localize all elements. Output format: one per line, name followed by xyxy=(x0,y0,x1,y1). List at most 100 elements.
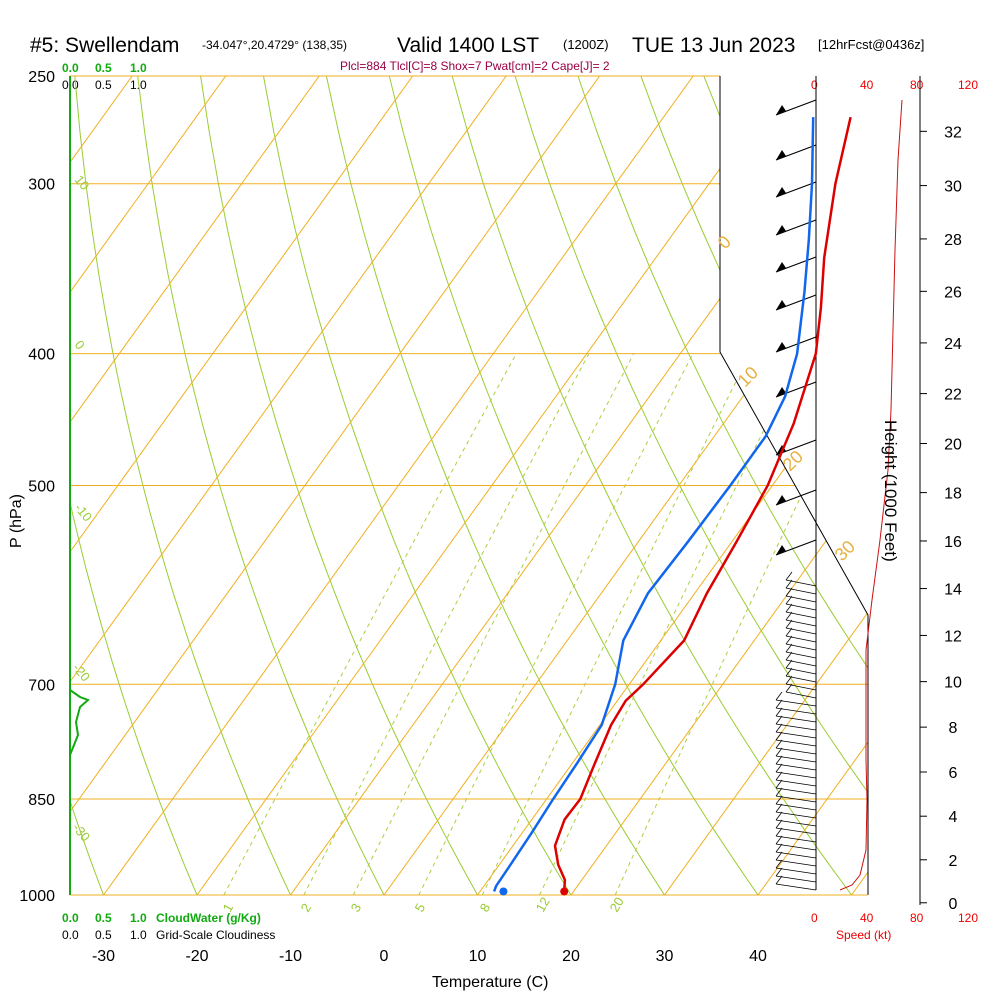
dry-adiabat-label: 0 xyxy=(72,337,88,352)
wind-barb-feather xyxy=(785,579,793,589)
mixing-ratio-line xyxy=(352,353,635,895)
temperature-tick-label: 20 xyxy=(562,948,580,965)
temperature-tick-label: 10 xyxy=(469,948,487,965)
wind-barb-feather xyxy=(775,859,783,869)
wind-barb-flag xyxy=(776,150,786,160)
wind-barb xyxy=(785,643,817,651)
height-tick-label: 26 xyxy=(944,284,962,301)
temperature-axis: -30 -20 -10 0 10 20 30 40 xyxy=(92,948,767,965)
height-tick-label: 10 xyxy=(944,675,962,692)
cloudwater-tick-top: 1.0 xyxy=(130,61,147,75)
height-tick-label: 22 xyxy=(944,387,962,404)
wind-barb-feather xyxy=(775,747,783,757)
dry-adiabat-line xyxy=(70,76,104,895)
wind-barb-flag xyxy=(776,262,786,272)
dry-adiabat-label: -20 xyxy=(70,660,94,684)
pressure-tick-label: 500 xyxy=(28,479,55,496)
wind-barb-flag xyxy=(776,105,786,115)
wind-barb-feather xyxy=(785,651,793,661)
top-wind-speed-scale: 0 40 80 120 xyxy=(811,78,978,92)
wind-barb xyxy=(775,381,817,398)
wind-barb xyxy=(785,667,817,675)
station-coords: -34.047°,20.4729° (138,35) xyxy=(202,38,347,52)
temperature-tick-label: -20 xyxy=(185,948,208,965)
wind-barb-feather xyxy=(775,699,783,709)
dry-adiabat-label: 10 xyxy=(72,172,93,193)
valid-time: Valid 1400 LST xyxy=(397,34,539,57)
wind-barb xyxy=(775,771,817,779)
wind-barb xyxy=(785,579,817,587)
wind-barb xyxy=(775,779,817,787)
mixing-ratio-label: 12 xyxy=(533,894,553,914)
wind-barb-feather xyxy=(775,795,783,805)
height-tick-label: 12 xyxy=(944,628,962,645)
height-tick-label: 28 xyxy=(944,232,962,249)
pressure-axis: 250 300 400 500 700 850 1000 xyxy=(19,69,55,905)
height-tick-label: 20 xyxy=(944,437,962,454)
speed-tick-top: 0 xyxy=(811,78,818,92)
wind-barb-flag xyxy=(776,495,786,505)
temperature-tick-label: -30 xyxy=(92,948,115,965)
temperature-tick-label: -10 xyxy=(279,948,302,965)
speed-tick-bottom: 80 xyxy=(910,911,924,925)
height-tick-label: 16 xyxy=(944,534,962,551)
bottom-speed-scale: 0 40 80 120 Speed (kt) xyxy=(811,911,978,942)
wind-barb-feather xyxy=(775,787,783,797)
x-axis-label: Temperature (C) xyxy=(432,974,548,991)
wind-barb-feather xyxy=(775,851,783,861)
wind-barb xyxy=(785,651,817,659)
plot-right-boundary xyxy=(719,76,869,895)
speed-tick-top: 120 xyxy=(958,78,978,92)
wind-barb-feather xyxy=(785,587,793,597)
wind-barb-feather xyxy=(785,595,793,605)
wind-barb xyxy=(785,603,817,611)
dry-adiabat-line xyxy=(0,76,10,895)
isotherm-line xyxy=(757,76,868,895)
speed-tick-top: 80 xyxy=(910,78,924,92)
wind-barb-feather xyxy=(775,811,783,821)
wind-barb xyxy=(775,835,817,843)
wind-barb xyxy=(785,619,817,627)
height-axis-label: Height (1000 Feet) xyxy=(881,420,900,562)
wind-barb-feather xyxy=(775,763,783,773)
wind-barb xyxy=(785,635,817,643)
isotherm-line xyxy=(70,76,227,895)
mixing-ratio-line xyxy=(481,353,751,895)
height-tick-label: 30 xyxy=(944,179,962,196)
pressure-tick-label: 1000 xyxy=(19,888,55,905)
wind-barb-feather xyxy=(775,731,783,741)
mixing-ratio-label: 2 xyxy=(298,901,315,915)
wind-barb-feather xyxy=(775,739,783,749)
zulu-time: (1200Z) xyxy=(563,37,609,52)
wind-barb-feather xyxy=(775,875,783,885)
wind-barb-feather xyxy=(785,683,793,693)
pressure-tick-label: 700 xyxy=(28,677,55,694)
wind-barb-feather xyxy=(785,675,793,685)
station-title: #5: Swellendam xyxy=(30,34,179,57)
wind-barb xyxy=(775,867,817,875)
wind-barb-feather xyxy=(775,779,783,789)
wind-barb-feather xyxy=(785,603,793,613)
wind-barb-feather xyxy=(785,611,793,621)
wind-barb-feather xyxy=(775,867,783,877)
wind-barb xyxy=(775,181,817,198)
isotherm-label: 10 xyxy=(734,363,762,391)
wind-barb-feather xyxy=(785,627,793,637)
temperature-tick-label: 0 xyxy=(380,948,389,965)
wind-barb-feather xyxy=(775,803,783,813)
wind-barb-flag xyxy=(776,387,786,397)
cloudwater-tick-top: 0.5 xyxy=(95,61,112,75)
wind-barbs xyxy=(775,99,817,891)
valid-date: TUE 13 Jun 2023 xyxy=(632,34,795,57)
wind-barb-feather xyxy=(775,691,783,701)
mixing-ratio-label: 20 xyxy=(607,894,627,914)
wind-barb xyxy=(785,691,817,699)
wind-barb-feather xyxy=(785,619,793,629)
height-tick-label: 6 xyxy=(949,765,958,782)
height-tick-label: 0 xyxy=(949,896,958,913)
y-axis-label: P (hPa) xyxy=(8,494,25,548)
wind-barb-flag xyxy=(776,187,786,197)
wind-speed-profile xyxy=(839,99,903,891)
speed-tick-bottom: 40 xyxy=(860,911,874,925)
wind-barb-feather xyxy=(775,827,783,837)
